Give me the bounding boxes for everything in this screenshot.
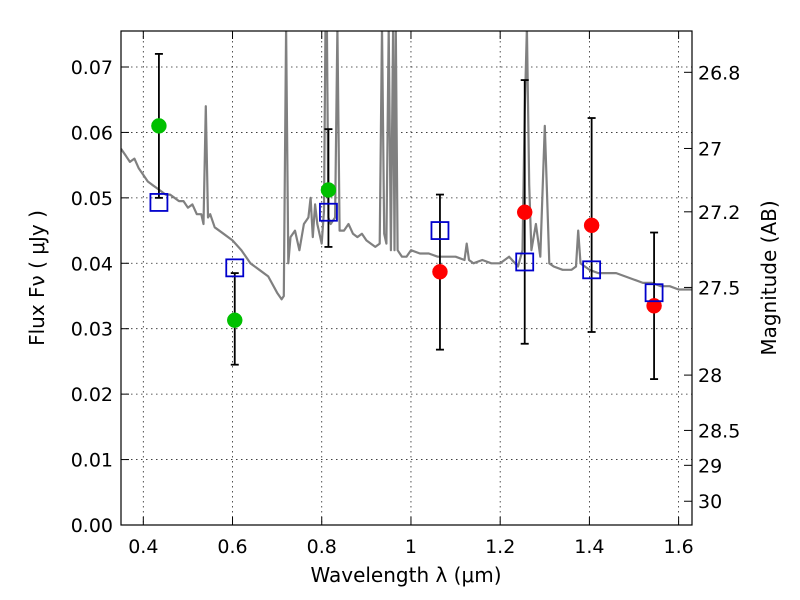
model-square-6 — [644, 283, 664, 303]
model-spectrum-line — [121, 31, 692, 301]
y-tick-label-5: 0.05 — [71, 188, 113, 210]
y2-tick-label-2: 27.2 — [698, 202, 740, 224]
red-point-0 — [432, 264, 448, 280]
x-axis-ticks: 0.4 0.6 0.8 1 1.2 1.4 1.6 — [128, 31, 694, 558]
y2-axis-title: Magnitude (AB) — [757, 200, 781, 355]
x-tick-label-5: 1.4 — [574, 536, 604, 558]
y-tick-label-4: 0.04 — [71, 253, 113, 275]
x-tick-label-4: 1.2 — [485, 536, 515, 558]
y-axis-ticks: 0.00 0.01 0.02 0.03 0.04 0.05 0.06 0.07 — [71, 57, 129, 537]
model-square-0 — [149, 193, 169, 212]
x-axis-title: Wavelength λ (μm) — [310, 563, 501, 587]
y2-tick-label-6: 29 — [698, 455, 722, 477]
green-point-0 — [151, 118, 167, 134]
y2-axis-ticks: 26.8 27 27.2 27.5 28 28.5 29 30 — [684, 62, 740, 513]
model-flux-squares — [149, 193, 664, 303]
red-point-1 — [516, 204, 533, 220]
y2-tick-label-1: 27 — [698, 138, 722, 160]
plot-frame — [120, 30, 693, 526]
y2-tick-label-4: 28 — [698, 365, 722, 387]
grid — [121, 31, 692, 526]
model-square-2 — [319, 202, 338, 222]
x-tick-label-3: 1 — [405, 536, 417, 558]
model-square-1 — [225, 258, 245, 278]
x-tick-label-6: 1.6 — [664, 536, 694, 558]
y-tick-label-3: 0.03 — [71, 319, 113, 341]
green-point-2 — [320, 182, 337, 198]
x-tick-label-1: 0.6 — [217, 536, 247, 558]
y-tick-label-7: 0.07 — [71, 57, 113, 79]
model-square-5 — [582, 260, 602, 280]
y2-tick-label-5: 28.5 — [698, 420, 740, 442]
model-square-4 — [515, 252, 535, 272]
model-square-3 — [430, 221, 450, 240]
y-tick-label-0: 0.00 — [71, 515, 113, 537]
green-points — [151, 118, 337, 328]
y-tick-label-1: 0.01 — [71, 450, 113, 472]
error-bars — [154, 53, 659, 380]
y2-tick-label-3: 27.5 — [698, 277, 740, 299]
y2-tick-label-0: 26.8 — [698, 62, 740, 84]
x-tick-label-2: 0.8 — [307, 536, 337, 558]
model-spectrum — [121, 31, 692, 301]
red-point-2 — [583, 217, 600, 234]
y-tick-label-6: 0.06 — [71, 122, 113, 144]
x-tick-label-0: 0.4 — [128, 536, 158, 558]
green-point-1 — [227, 312, 243, 328]
y-axis-title: Flux Fν ( μJy ) — [25, 210, 49, 346]
y2-tick-label-7: 30 — [698, 491, 722, 513]
y-tick-label-2: 0.02 — [71, 384, 113, 406]
